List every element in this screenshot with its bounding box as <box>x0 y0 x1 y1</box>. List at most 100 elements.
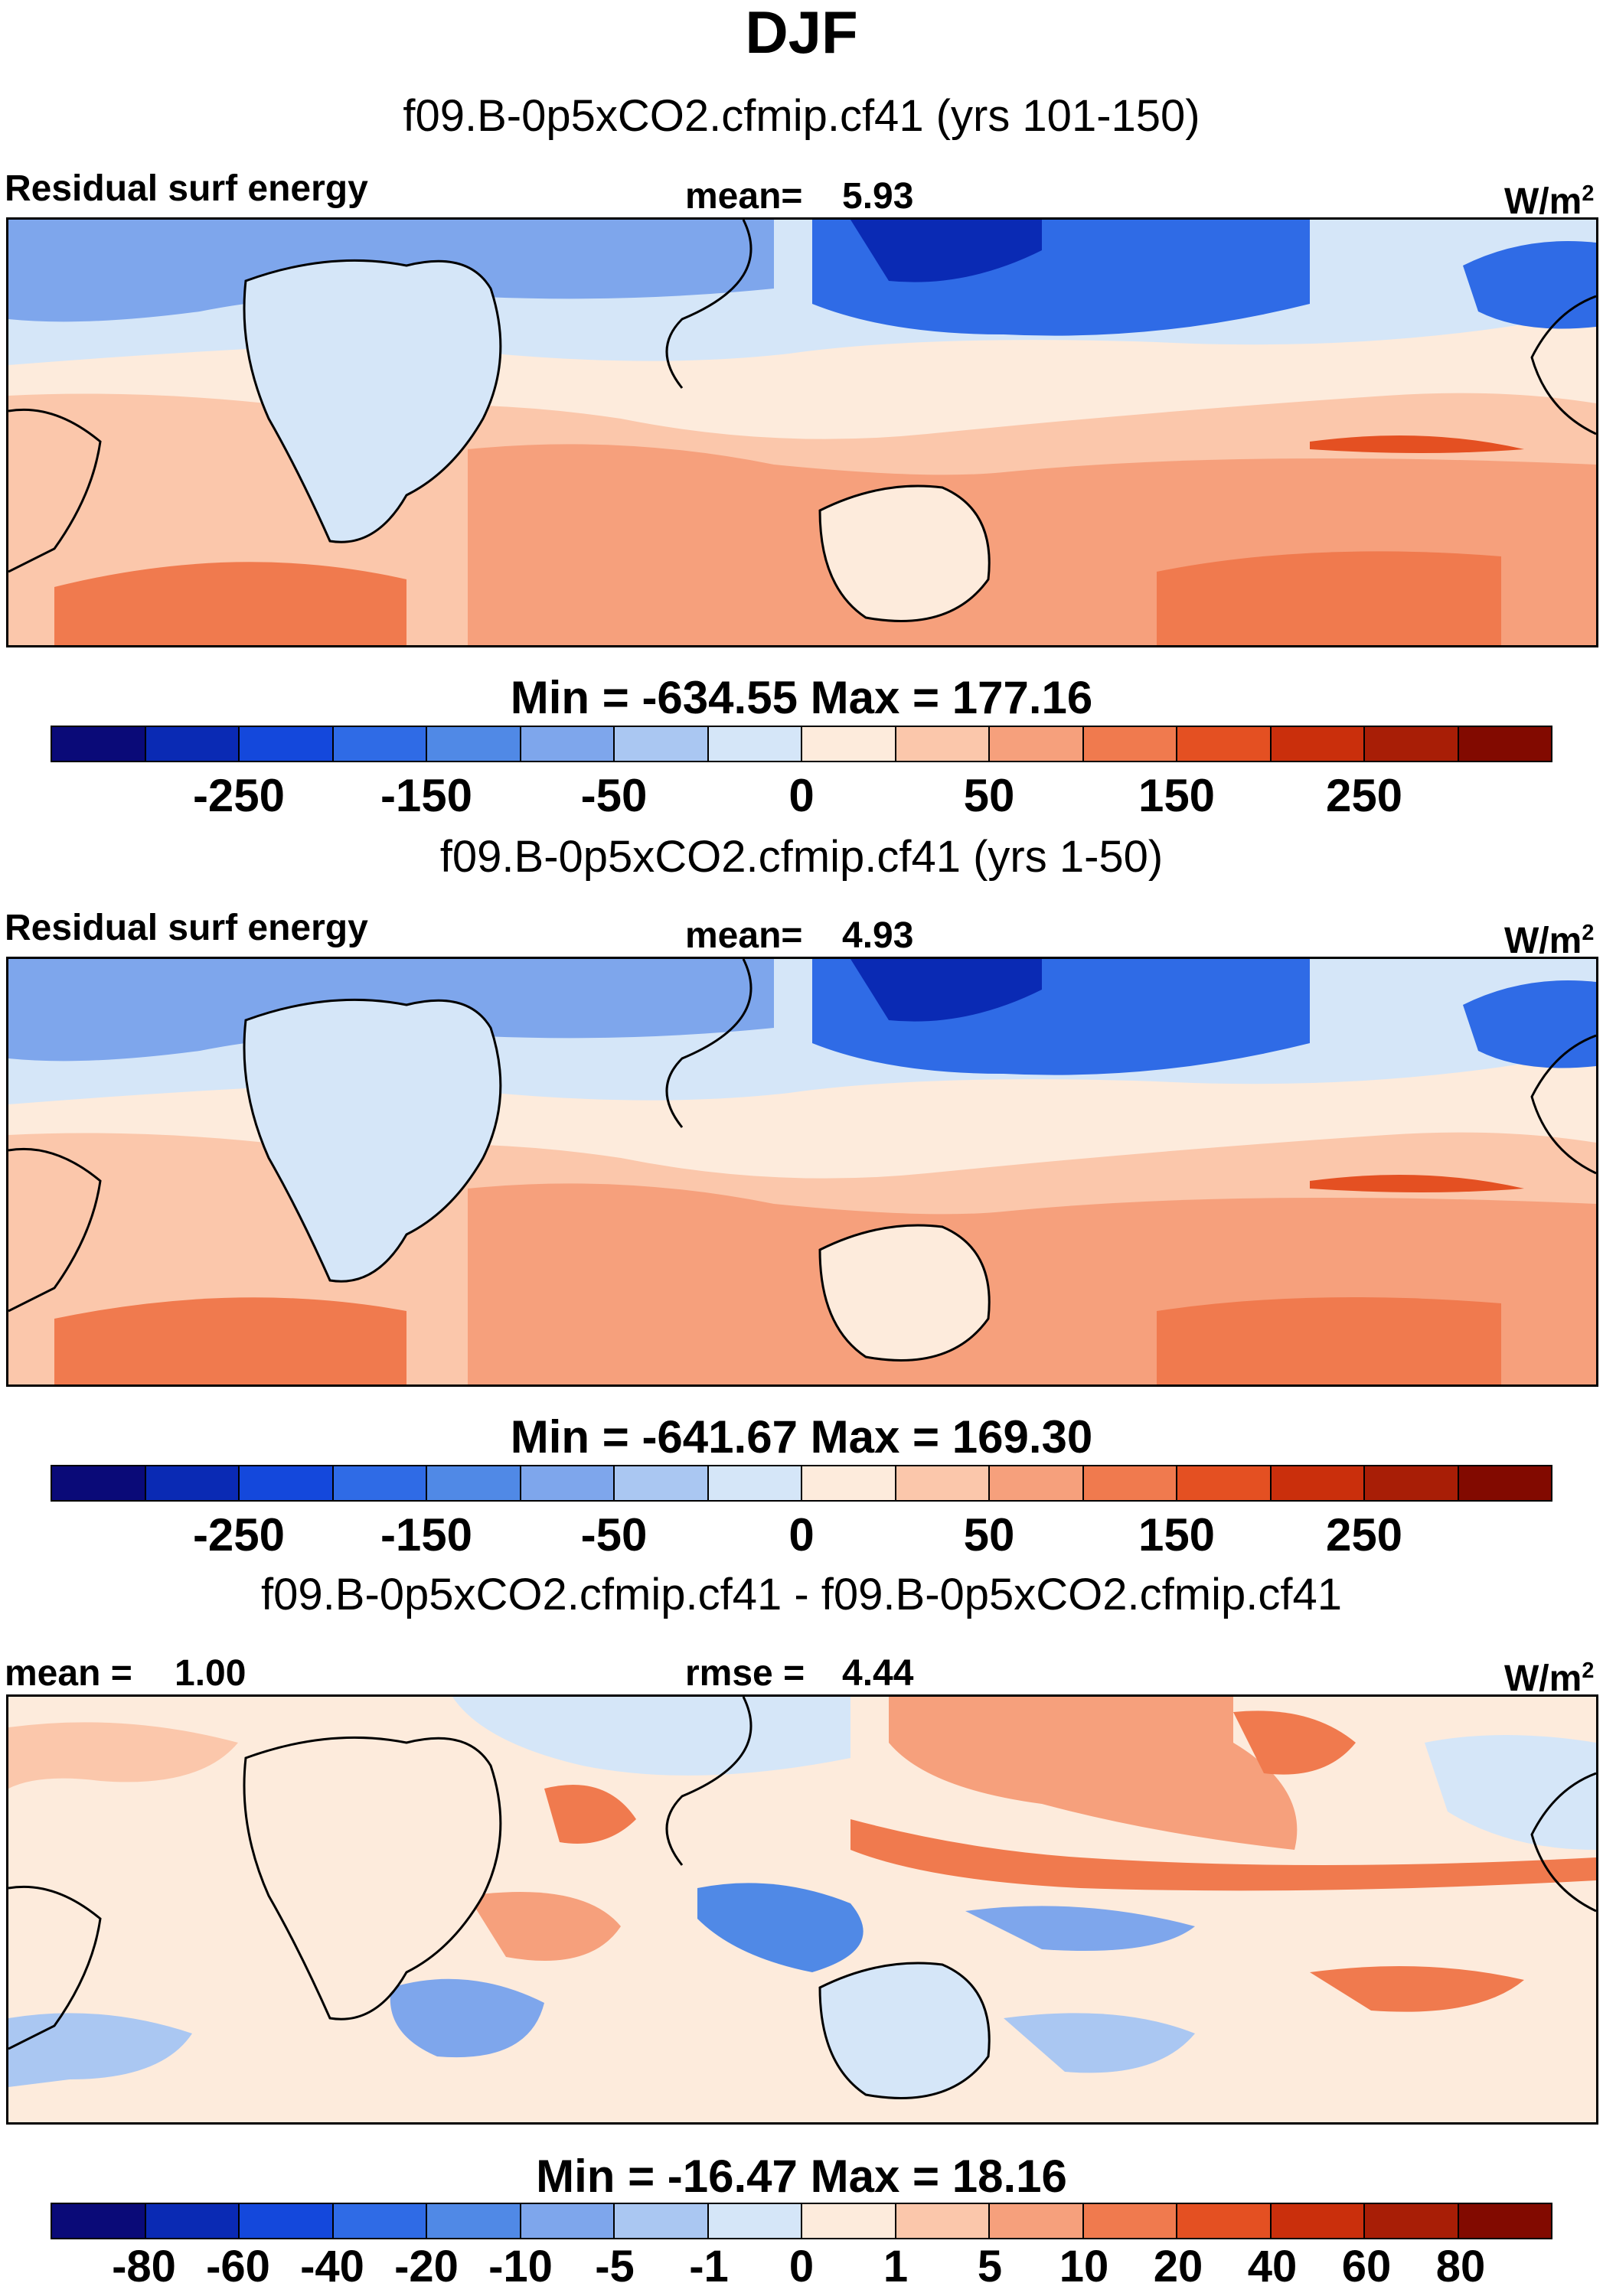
colorbar-segment <box>1458 2204 1551 2238</box>
panel-2-map <box>6 957 1598 1387</box>
panel-2-colorbar <box>51 1465 1552 1502</box>
panel-3-tick: 80 <box>1435 2242 1486 2291</box>
panel-2-variable-label: Residual surf energy <box>5 908 368 948</box>
panel-1-tick: -250 <box>192 770 286 821</box>
panel-3-tick: 40 <box>1247 2242 1298 2291</box>
colorbar-segment <box>708 1466 802 1500</box>
colorbar-segment <box>1458 1466 1551 1500</box>
panel-3-tick: 1 <box>883 2242 909 2291</box>
colorbar-segment <box>708 727 802 761</box>
colorbar-segment <box>145 727 240 761</box>
panel-3-minmax: Min = -16.47 Max = 18.16 <box>536 2151 1067 2202</box>
panel-2-tick: -150 <box>380 1509 473 1561</box>
panel-2-case-title: f09.B-0p5xCO2.cfmip.cf41 (yrs 1-50) <box>439 832 1164 882</box>
colorbar-segment <box>427 2204 521 2238</box>
panel-2-tick: 150 <box>1138 1509 1216 1561</box>
panel-3-tick: -1 <box>689 2242 729 2291</box>
panel-1-min-value: -634.55 <box>642 672 798 723</box>
panel-1-mean-label: mean= <box>685 176 803 217</box>
colorbar-segment <box>1083 2204 1177 2238</box>
colorbar-segment <box>521 2204 615 2238</box>
panel-3-mean-value: 1.00 <box>175 1653 246 1694</box>
colorbar-segment <box>1271 2204 1365 2238</box>
colorbar-segment <box>990 727 1084 761</box>
colorbar-segment <box>1458 727 1551 761</box>
panel-1-map <box>6 217 1598 647</box>
panel-1-colorbar-ticks: -250 -150 -50 0 50 150 250 <box>0 771 1603 825</box>
colorbar-segment <box>1271 727 1365 761</box>
panel-1-tick: -150 <box>380 770 473 821</box>
colorbar-segment <box>1083 727 1177 761</box>
panel-3-min-value: -16.47 <box>667 2151 798 2202</box>
panel-3-tick: 10 <box>1059 2242 1109 2291</box>
panel-1-tick: 0 <box>788 770 815 821</box>
colorbar-segment <box>427 727 521 761</box>
colorbar-segment <box>615 727 709 761</box>
panel-1-case-title: f09.B-0p5xCO2.cfmip.cf41 (yrs 101-150) <box>403 91 1200 141</box>
panel-3-map-canvas <box>8 1697 1596 2122</box>
panel-3-tick: 20 <box>1153 2242 1203 2291</box>
panel-1-tick: 150 <box>1138 770 1216 821</box>
colorbar-segment <box>240 1466 334 1500</box>
panel-3-units: W/m2 <box>1504 1658 1595 1699</box>
colorbar-segment <box>1365 1466 1459 1500</box>
panel-3-colorbar <box>51 2203 1552 2239</box>
colorbar-segment <box>615 1466 709 1500</box>
colorbar-segment <box>333 2204 427 2238</box>
panel-1-minmax: Min = -634.55 Max = 177.16 <box>510 672 1093 723</box>
colorbar-segment <box>1177 1466 1272 1500</box>
panel-2-tick: 250 <box>1325 1509 1403 1561</box>
panel-2-tick: -250 <box>192 1509 286 1561</box>
colorbar-segment <box>802 2204 896 2238</box>
colorbar-segment <box>990 1466 1084 1500</box>
colorbar-segment <box>52 1466 146 1500</box>
panel-3-max-value: 18.16 <box>952 2151 1067 2202</box>
colorbar-segment <box>896 1466 990 1500</box>
panel-3-tick: -20 <box>394 2242 459 2291</box>
panel-3-rmse-label: rmse = <box>685 1653 805 1694</box>
panel-3-colorbar-ticks: -80 -60 -40 -20 -10 -5 -1 0 1 5 10 20 40… <box>0 2242 1603 2296</box>
panel-2-tick: 0 <box>788 1509 815 1561</box>
panel-1-units: W/m2 <box>1504 181 1595 222</box>
colorbar-segment <box>615 2204 709 2238</box>
colorbar-segment <box>521 727 615 761</box>
panel-1-tick: 250 <box>1325 770 1403 821</box>
colorbar-segment <box>896 2204 990 2238</box>
colorbar-segment <box>1177 2204 1272 2238</box>
colorbar-segment <box>145 1466 240 1500</box>
panel-2-min-value: -641.67 <box>642 1411 798 1463</box>
panel-1-tick: -50 <box>580 770 648 821</box>
panel-3-tick: -10 <box>488 2242 553 2291</box>
panel-2-tick: -50 <box>580 1509 648 1561</box>
panel-3-map <box>6 1694 1598 2125</box>
panel-3-tick: -5 <box>595 2242 635 2291</box>
colorbar-segment <box>240 2204 334 2238</box>
panel-1-max-value: 177.16 <box>952 672 1093 723</box>
colorbar-segment <box>1365 727 1459 761</box>
panel-3-tick: -60 <box>206 2242 270 2291</box>
colorbar-segment <box>52 727 146 761</box>
panel-1-variable-label: Residual surf energy <box>5 168 368 209</box>
colorbar-segment <box>333 1466 427 1500</box>
colorbar-segment <box>240 727 334 761</box>
panel-2-units: W/m2 <box>1504 921 1595 961</box>
panel-3-tick: 0 <box>788 2242 815 2291</box>
panel-3-tick: -80 <box>112 2242 176 2291</box>
panel-1-mean-value: 5.93 <box>842 176 914 217</box>
colorbar-segment <box>802 727 896 761</box>
panel-3-case-title: f09.B-0p5xCO2.cfmip.cf41 - f09.B-0p5xCO2… <box>261 1570 1342 1619</box>
colorbar-segment <box>1271 1466 1365 1500</box>
panel-3-rmse-value: 4.44 <box>842 1653 914 1694</box>
colorbar-segment <box>708 2204 802 2238</box>
colorbar-segment <box>333 727 427 761</box>
panel-1-tick: 50 <box>963 770 1015 821</box>
panel-2-colorbar-ticks: -250 -150 -50 0 50 150 250 <box>0 1511 1603 1564</box>
colorbar-segment <box>521 1466 615 1500</box>
colorbar-segment <box>990 2204 1084 2238</box>
colorbar-segment <box>802 1466 896 1500</box>
panel-2-minmax: Min = -641.67 Max = 169.30 <box>510 1411 1093 1463</box>
colorbar-segment <box>1365 2204 1459 2238</box>
colorbar-segment <box>1083 1466 1177 1500</box>
panel-2-mean-label: mean= <box>685 915 803 956</box>
colorbar-segment <box>896 727 990 761</box>
